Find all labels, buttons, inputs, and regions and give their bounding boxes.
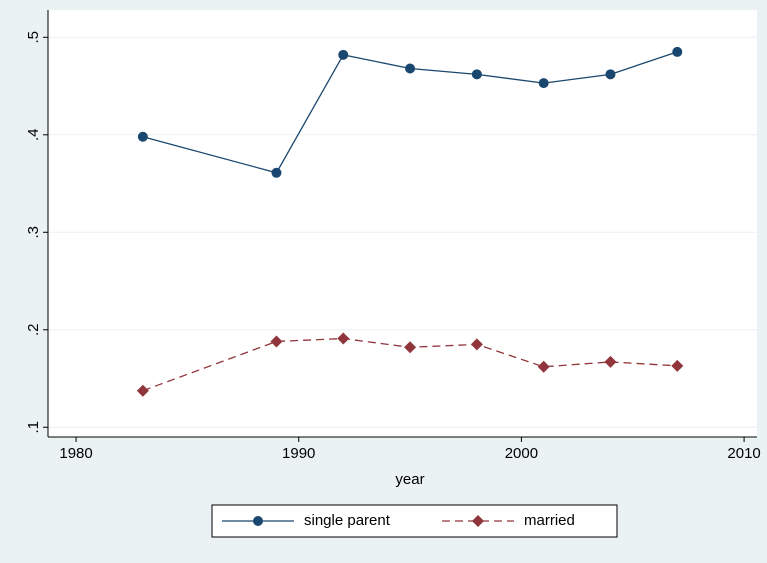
data-point xyxy=(538,78,549,89)
data-point xyxy=(671,359,684,372)
plot-area xyxy=(48,10,757,437)
series-line xyxy=(142,337,678,392)
x-tick-label: 1990 xyxy=(282,445,315,462)
data-point xyxy=(404,341,417,354)
data-point xyxy=(672,46,683,57)
data-point xyxy=(471,69,482,80)
y-tick-label: .5 xyxy=(25,31,42,44)
x-tick-label: 1980 xyxy=(59,445,92,462)
legend-marker xyxy=(472,515,484,527)
data-point xyxy=(270,335,283,348)
legend-label: single parent xyxy=(304,512,391,529)
y-tick-label: .4 xyxy=(25,129,42,142)
legend-marker xyxy=(253,516,263,526)
data-point xyxy=(337,332,350,345)
data-point xyxy=(137,131,148,142)
legend-label: married xyxy=(524,512,575,529)
data-point xyxy=(338,49,349,60)
data-point xyxy=(605,69,616,80)
data-point xyxy=(470,338,483,351)
data-point xyxy=(271,167,282,178)
x-tick-label: 2000 xyxy=(505,445,538,462)
x-axis-title: year xyxy=(395,471,424,488)
series-line xyxy=(142,51,678,174)
y-tick-label: .3 xyxy=(25,226,42,239)
data-point xyxy=(136,384,149,397)
data-point xyxy=(405,63,416,74)
data-point xyxy=(604,355,617,368)
data-point xyxy=(537,360,550,373)
y-tick-label: .2 xyxy=(25,324,42,337)
x-tick-label: 2010 xyxy=(727,445,760,462)
y-tick-label: .1 xyxy=(25,421,42,434)
